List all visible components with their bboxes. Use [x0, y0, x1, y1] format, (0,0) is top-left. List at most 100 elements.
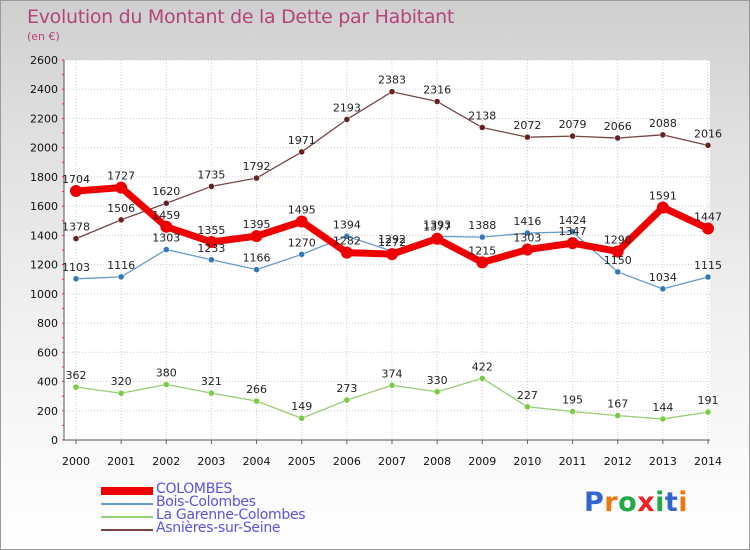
data-point-la-garenne-colombes [117, 389, 125, 397]
data-point-la-garenne-colombes [659, 415, 667, 423]
y-tick-label: 1000 [30, 288, 58, 301]
data-point-bois-colombes [614, 268, 621, 276]
data-point-asni-res-sur-seine [659, 131, 667, 139]
data-point-la-garenne-colombes [433, 388, 441, 396]
x-tick-label: 2002 [152, 455, 180, 468]
data-point-la-garenne-colombes [614, 412, 621, 419]
x-tick-label: 2012 [604, 455, 632, 468]
data-label-la-garenne-colombes: 362 [66, 369, 87, 382]
chart-unit: (en €) [27, 30, 60, 43]
y-tick-label: 600 [37, 346, 58, 359]
data-label-la-garenne-colombes: 374 [382, 367, 403, 380]
data-label-colombes: 1495 [288, 204, 316, 217]
data-label-asni-res-sur-seine: 1792 [243, 160, 271, 173]
y-tick-label: 2200 [30, 112, 58, 125]
data-label-la-garenne-colombes: 191 [698, 394, 719, 407]
x-tick-label: 2001 [107, 455, 135, 468]
data-point-colombes [656, 201, 669, 214]
data-label-la-garenne-colombes: 149 [291, 400, 312, 413]
data-label-asni-res-sur-seine: 2066 [604, 120, 632, 133]
data-label-colombes: 1447 [694, 211, 722, 224]
legend-swatch [101, 516, 153, 518]
data-label-asni-res-sur-seine: 1620 [152, 185, 180, 198]
y-tick-label: 200 [37, 405, 58, 418]
logo-letter: x [637, 487, 656, 518]
data-point-la-garenne-colombes [569, 408, 576, 415]
data-label-la-garenne-colombes: 144 [652, 401, 673, 414]
data-point-bois-colombes [524, 229, 531, 237]
data-label-asni-res-sur-seine: 2138 [468, 110, 496, 123]
data-label-asni-res-sur-seine: 2316 [423, 84, 451, 97]
data-label-la-garenne-colombes: 380 [156, 366, 177, 379]
data-point-asni-res-sur-seine [388, 88, 396, 95]
data-label-asni-res-sur-seine: 2193 [333, 101, 361, 114]
y-tick-label: 400 [37, 376, 58, 389]
data-point-colombes [295, 215, 308, 228]
data-point-asni-res-sur-seine [524, 133, 531, 141]
data-point-asni-res-sur-seine [298, 148, 305, 156]
data-point-asni-res-sur-seine [253, 174, 260, 182]
data-point-asni-res-sur-seine [704, 142, 712, 149]
data-point-bois-colombes [659, 285, 667, 293]
data-point-bois-colombes [479, 233, 486, 241]
data-point-colombes [611, 245, 624, 258]
data-label-asni-res-sur-seine: 1735 [197, 168, 225, 181]
data-label-bois-colombes: 1034 [649, 271, 677, 284]
data-point-bois-colombes [704, 273, 712, 281]
data-point-la-garenne-colombes [343, 396, 351, 404]
y-tick-label: 0 [51, 434, 58, 447]
data-point-bois-colombes [117, 273, 125, 281]
x-tick-label: 2003 [197, 455, 225, 468]
data-point-colombes [431, 232, 444, 245]
data-label-la-garenne-colombes: 167 [607, 398, 628, 411]
data-point-colombes [566, 237, 579, 250]
data-label-colombes: 1215 [468, 244, 496, 257]
x-tick-label: 2010 [513, 455, 541, 468]
x-tick-label: 2000 [62, 455, 90, 468]
data-point-la-garenne-colombes [388, 382, 396, 389]
data-label-colombes: 1727 [107, 170, 135, 183]
legend-swatch [101, 529, 153, 531]
data-label-colombes: 1355 [197, 224, 225, 237]
data-label-bois-colombes: 1150 [604, 254, 632, 267]
data-point-bois-colombes [253, 266, 260, 273]
data-point-colombes [521, 243, 534, 256]
data-label-colombes: 1303 [513, 232, 541, 245]
data-point-colombes [340, 246, 353, 259]
x-tick-label: 2009 [468, 455, 496, 468]
y-tick-label: 2600 [30, 54, 58, 67]
data-label-bois-colombes: 1388 [468, 219, 496, 232]
data-point-asni-res-sur-seine [479, 124, 486, 131]
data-label-la-garenne-colombes: 422 [472, 360, 493, 373]
x-tick-label: 2014 [694, 455, 722, 468]
x-tick-label: 2004 [243, 455, 271, 468]
data-label-asni-res-sur-seine: 1971 [288, 134, 316, 147]
data-label-colombes: 1377 [423, 221, 451, 234]
data-point-asni-res-sur-seine [569, 132, 576, 140]
data-point-la-garenne-colombes [479, 375, 486, 382]
y-tick-label: 1600 [30, 200, 58, 213]
data-point-la-garenne-colombes [253, 397, 260, 405]
data-label-la-garenne-colombes: 273 [336, 382, 357, 395]
data-label-la-garenne-colombes: 321 [201, 375, 222, 388]
logo-letter: r [604, 487, 619, 518]
data-label-bois-colombes: 1394 [333, 218, 361, 231]
data-label-colombes: 1282 [333, 235, 361, 248]
data-point-colombes [386, 248, 398, 261]
data-label-asni-res-sur-seine: 2079 [559, 118, 587, 131]
data-point-colombes [476, 256, 489, 269]
data-label-colombes: 1704 [62, 173, 90, 186]
data-point-asni-res-sur-seine [614, 134, 621, 142]
y-tick-label: 800 [37, 317, 58, 330]
data-point-bois-colombes [208, 256, 215, 264]
data-label-bois-colombes: 1424 [559, 214, 587, 227]
data-label-la-garenne-colombes: 266 [246, 383, 267, 396]
data-label-asni-res-sur-seine: 2072 [513, 119, 541, 132]
data-label-asni-res-sur-seine: 2088 [649, 117, 677, 130]
data-label-asni-res-sur-seine: 1506 [107, 202, 135, 215]
data-label-colombes: 1459 [152, 209, 180, 222]
data-point-bois-colombes [298, 251, 305, 258]
x-tick-label: 2013 [649, 455, 677, 468]
